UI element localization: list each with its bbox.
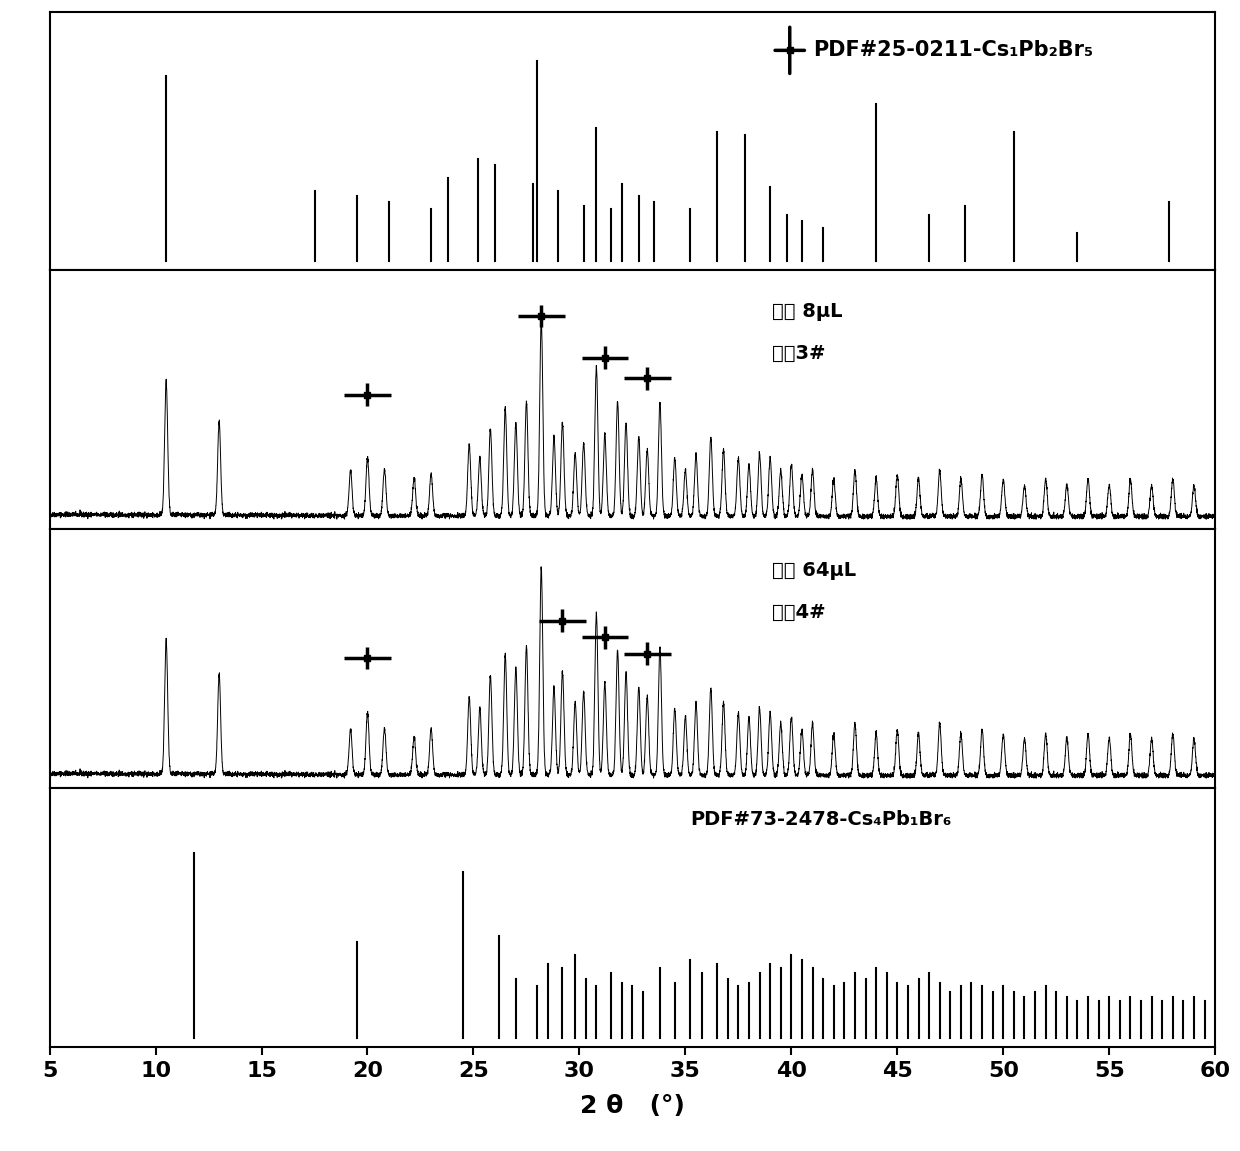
Text: 样哅3#: 样哅3# [773,344,826,363]
Text: 乙醒 8μL: 乙醒 8μL [773,303,843,321]
Text: 样哅4#: 样哅4# [773,603,826,622]
X-axis label: 2 θ   (°): 2 θ (°) [580,1095,684,1119]
Text: PDF#73-2478-Cs₄Pb₁Br₆: PDF#73-2478-Cs₄Pb₁Br₆ [691,810,952,829]
Text: 乙醒 64μL: 乙醒 64μL [773,562,857,580]
Text: PDF#25-0211-Cs₁Pb₂Br₅: PDF#25-0211-Cs₁Pb₂Br₅ [813,40,1094,60]
